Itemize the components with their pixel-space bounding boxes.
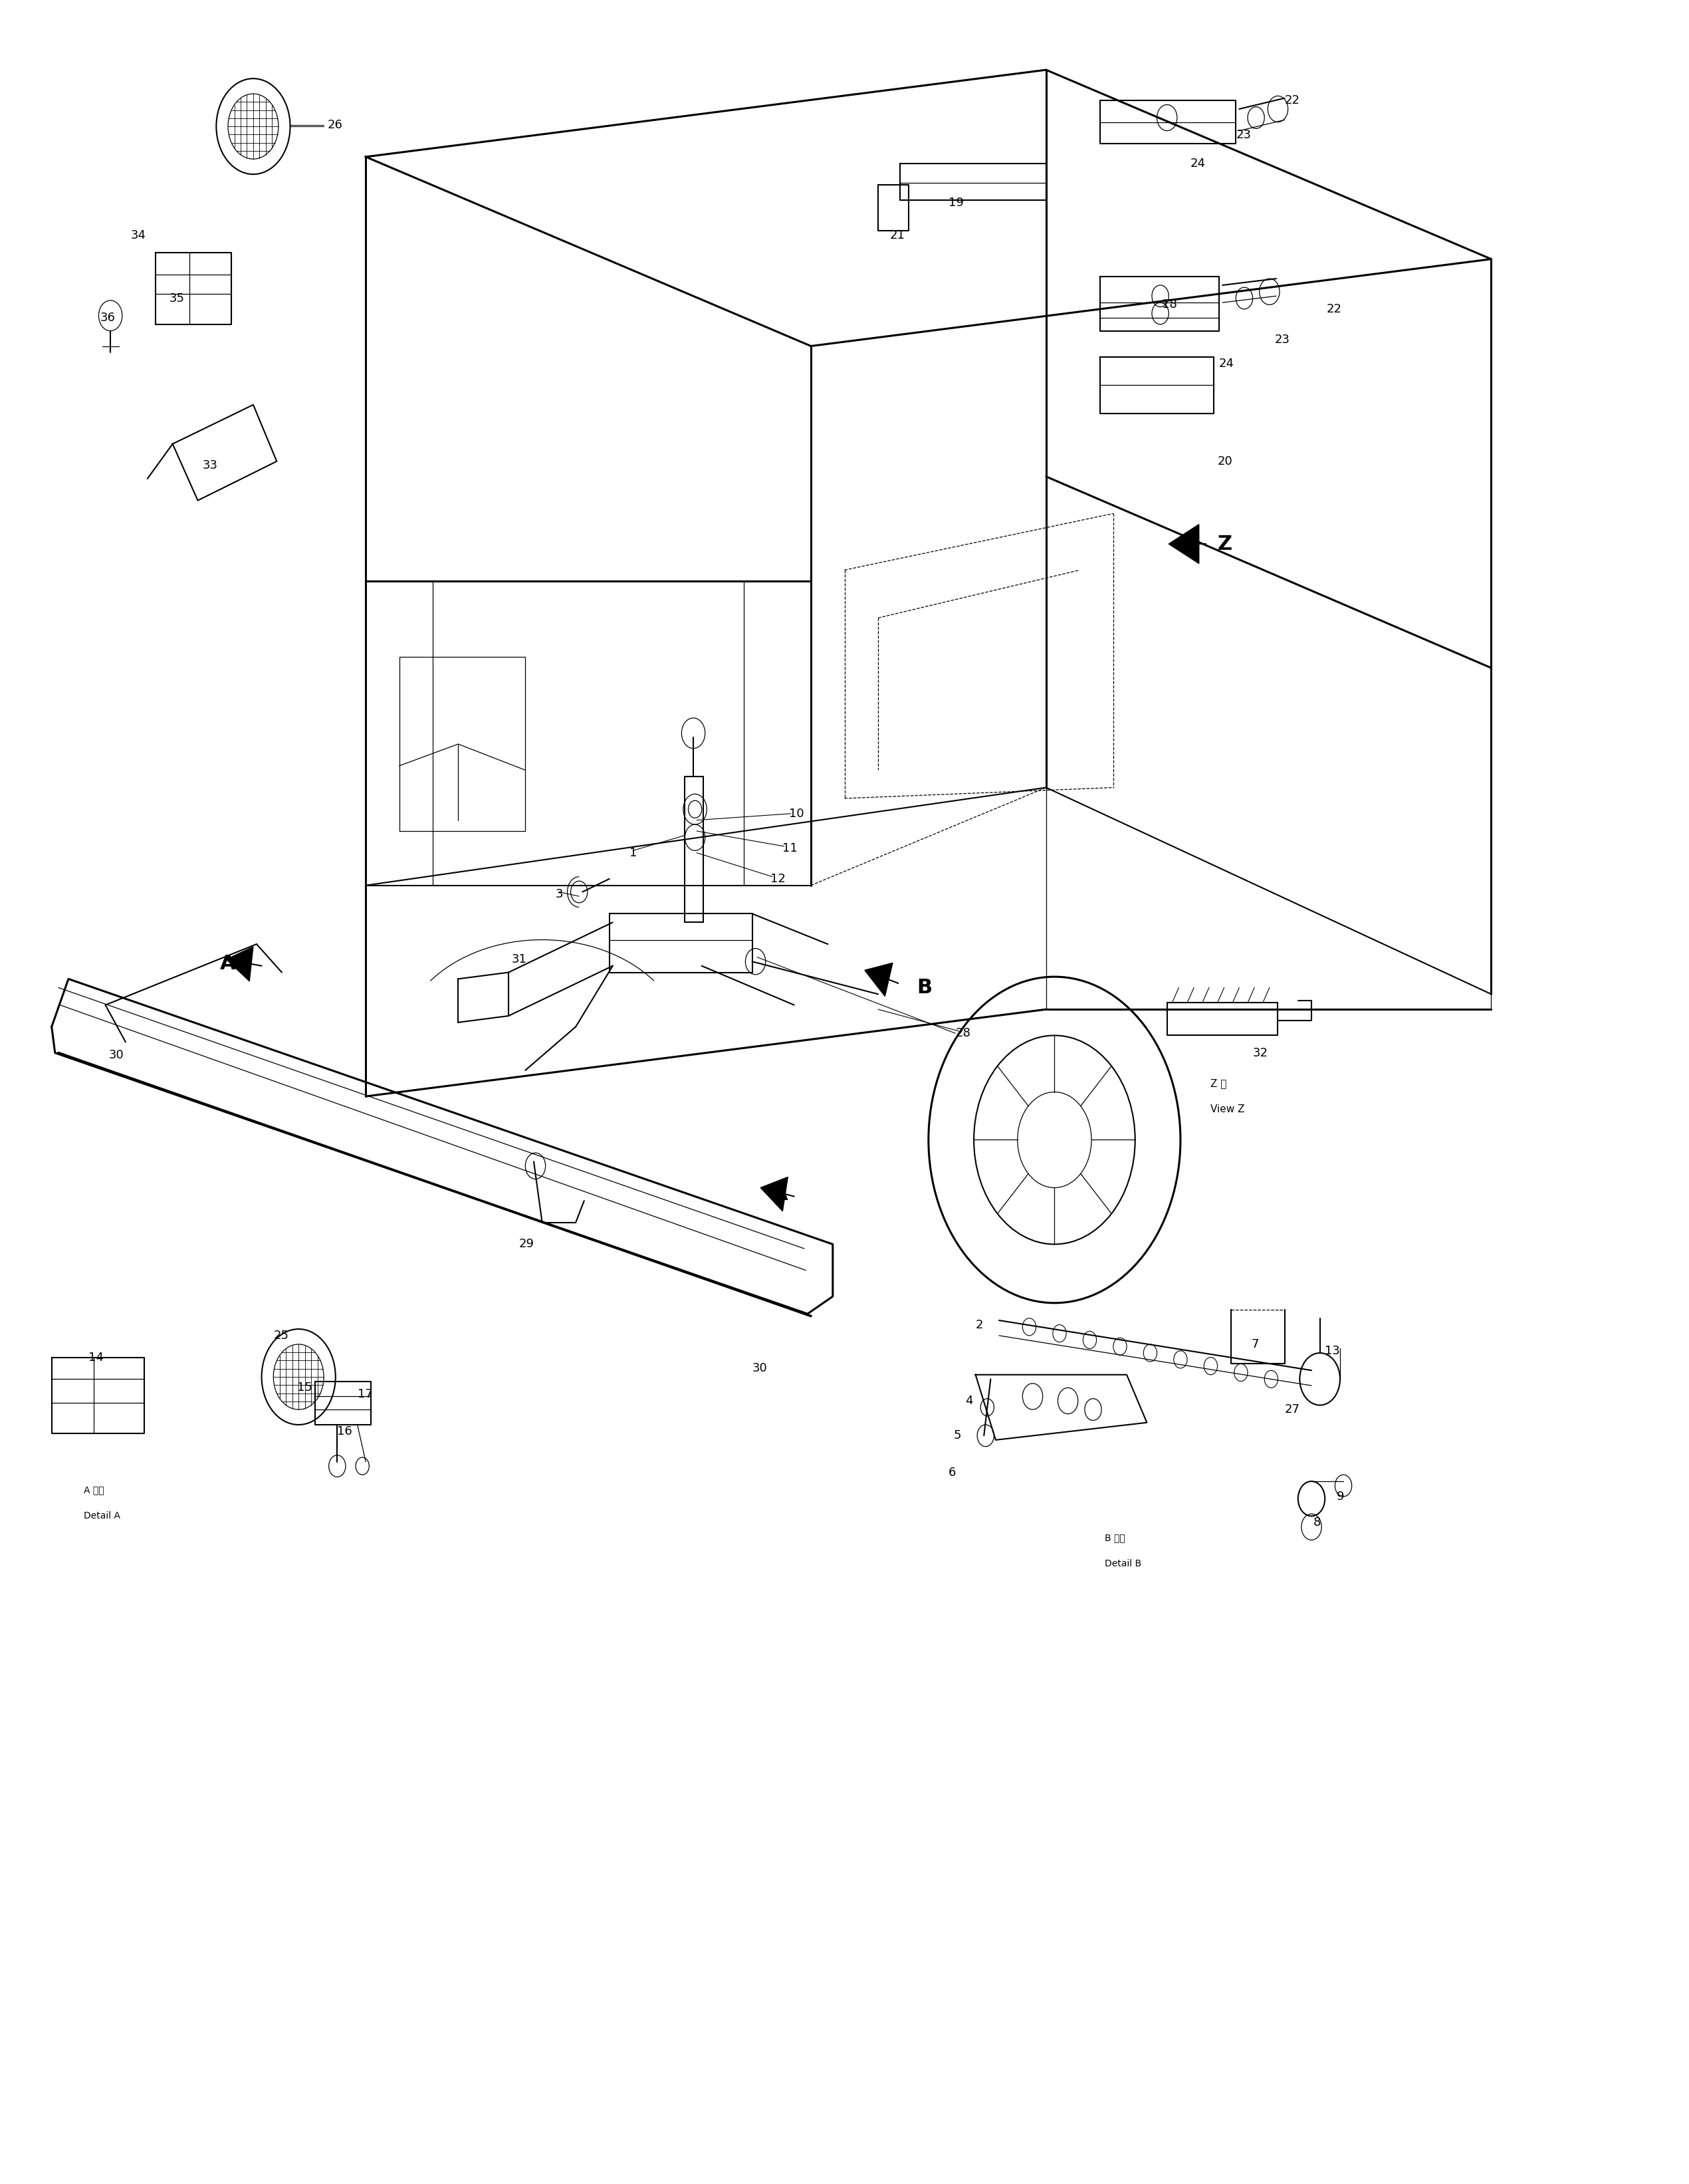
Text: 14: 14	[88, 1352, 103, 1363]
Text: Detail A: Detail A	[83, 1511, 120, 1520]
Text: 15: 15	[297, 1382, 312, 1393]
Text: 5: 5	[954, 1431, 961, 1441]
Text: 13: 13	[1324, 1345, 1339, 1356]
Text: 34: 34	[130, 229, 145, 240]
Text: 33: 33	[203, 459, 218, 472]
Polygon shape	[1169, 524, 1199, 563]
Text: 19: 19	[949, 197, 964, 207]
Text: 2: 2	[976, 1319, 983, 1330]
Text: 23: 23	[1275, 334, 1290, 345]
Text: 36: 36	[100, 312, 115, 323]
Text: 12: 12	[770, 874, 785, 885]
Text: B 詳細: B 詳細	[1105, 1533, 1125, 1542]
Text: Z 視: Z 視	[1211, 1079, 1226, 1088]
Text: A: A	[220, 954, 235, 974]
Text: A 詳細: A 詳細	[83, 1485, 105, 1494]
Text: Detail B: Detail B	[1105, 1559, 1142, 1568]
Text: 16: 16	[338, 1426, 353, 1437]
Text: 32: 32	[1253, 1046, 1268, 1059]
Text: 35: 35	[169, 293, 184, 304]
Text: 23: 23	[1236, 129, 1252, 142]
Text: 17: 17	[358, 1389, 373, 1400]
Text: 28: 28	[956, 1026, 971, 1040]
Text: 31: 31	[512, 954, 527, 965]
Text: 8: 8	[1312, 1516, 1321, 1529]
Text: 3: 3	[556, 889, 562, 900]
Text: 29: 29	[519, 1238, 534, 1249]
Polygon shape	[865, 963, 893, 996]
Circle shape	[689, 802, 701, 819]
Text: B: B	[917, 978, 932, 998]
Text: View Z: View Z	[1211, 1105, 1245, 1114]
Text: 18: 18	[1162, 299, 1177, 310]
Text: 21: 21	[890, 229, 905, 240]
Polygon shape	[760, 1177, 787, 1212]
Text: 30: 30	[752, 1363, 767, 1374]
Text: 6: 6	[949, 1468, 956, 1479]
Text: 10: 10	[789, 808, 804, 819]
Text: 30: 30	[108, 1048, 123, 1061]
Text: 22: 22	[1326, 304, 1341, 314]
Text: 25: 25	[274, 1330, 289, 1341]
Text: 22: 22	[1285, 94, 1301, 107]
Text: 20: 20	[1218, 454, 1233, 467]
Text: 9: 9	[1336, 1489, 1344, 1503]
Text: 4: 4	[966, 1396, 973, 1406]
Text: 7: 7	[1252, 1339, 1258, 1350]
Text: 26: 26	[328, 120, 343, 131]
Text: A: A	[772, 1184, 789, 1203]
Text: 24: 24	[1219, 358, 1235, 369]
Text: 11: 11	[782, 843, 797, 854]
Text: 1: 1	[630, 847, 637, 858]
Text: 24: 24	[1191, 157, 1206, 170]
Text: Z: Z	[1218, 535, 1231, 553]
Text: 27: 27	[1285, 1404, 1301, 1415]
Polygon shape	[226, 946, 253, 981]
